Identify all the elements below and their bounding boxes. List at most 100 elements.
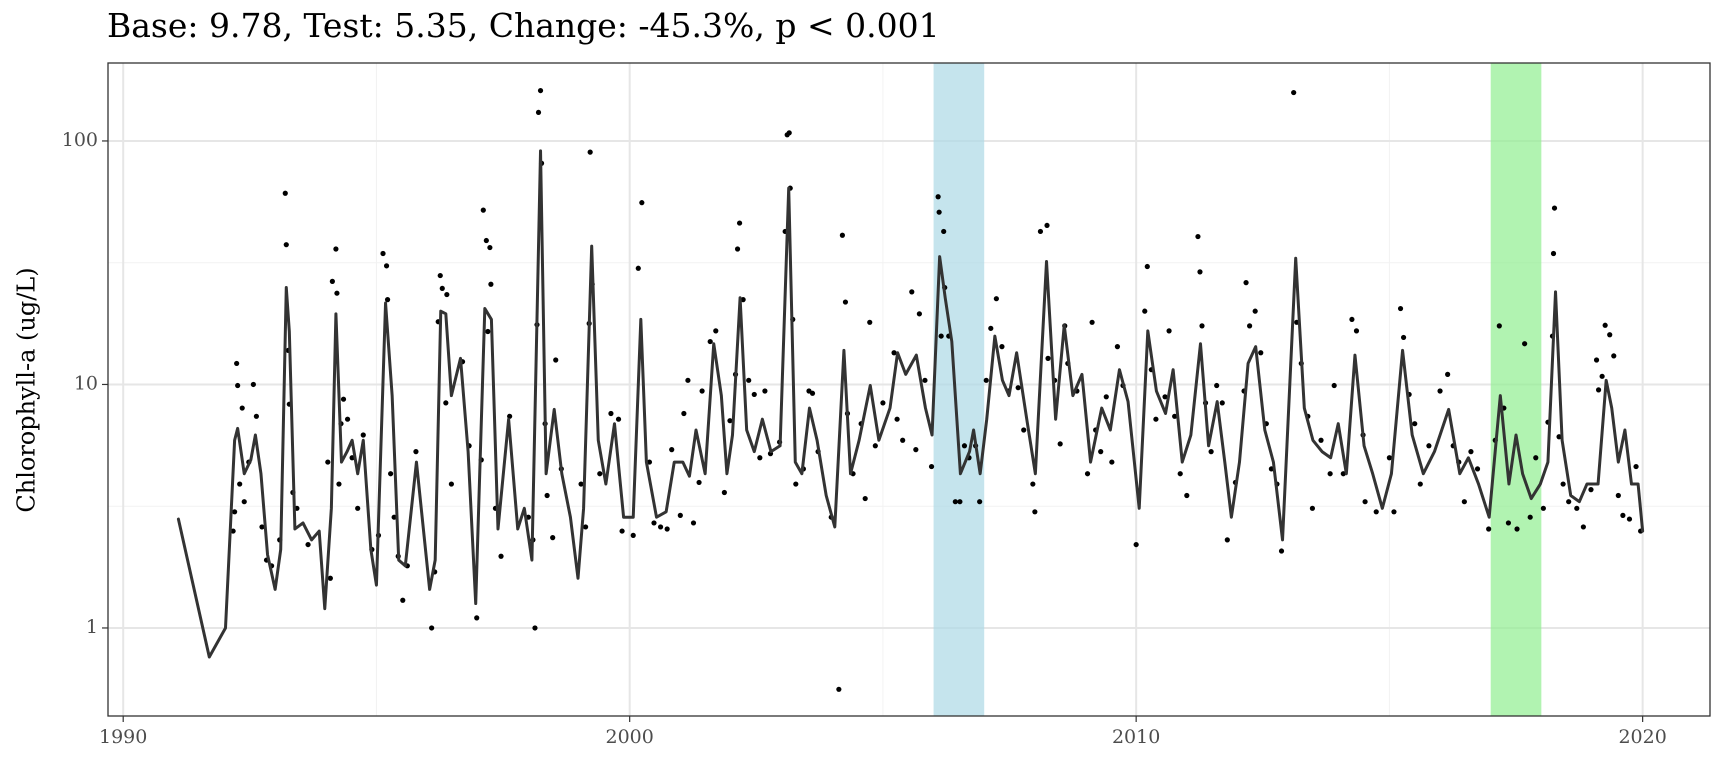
data-point [1626, 516, 1633, 522]
data-point [483, 237, 489, 244]
data-point [1550, 250, 1557, 257]
data-point [762, 388, 768, 394]
data-point [597, 471, 603, 477]
data-point [999, 344, 1005, 350]
data-point [388, 471, 394, 477]
data-point [1373, 509, 1379, 515]
data-point [839, 232, 845, 238]
data-point [1166, 328, 1172, 334]
data-point [1514, 526, 1520, 532]
data-point [1362, 499, 1368, 505]
data-point [1426, 443, 1432, 449]
data-point [237, 481, 243, 487]
data-point [1468, 449, 1474, 455]
data-point [1611, 353, 1617, 359]
data-point [1533, 455, 1539, 461]
data-point [880, 400, 886, 406]
data-point [305, 541, 311, 548]
data-point [1045, 355, 1051, 361]
data-point [786, 130, 792, 136]
data-point [891, 350, 897, 356]
data-point [327, 575, 333, 581]
data-point [669, 447, 675, 453]
data-point [1391, 509, 1397, 515]
data-point [329, 278, 335, 285]
data-point [1197, 269, 1203, 275]
data-point [721, 489, 727, 496]
data-point [872, 443, 878, 449]
panel-border [107, 62, 1711, 717]
data-point [867, 319, 873, 325]
data-point [1386, 455, 1392, 461]
data-point [983, 377, 989, 383]
data-point [336, 481, 342, 487]
data-point [1588, 487, 1594, 493]
data-point [619, 528, 625, 534]
data-point [740, 297, 746, 303]
data-point [232, 509, 238, 515]
data-point [1580, 524, 1586, 530]
data-point [727, 418, 733, 424]
data-point [1144, 263, 1150, 270]
data-point [988, 325, 994, 331]
data-point [746, 377, 752, 383]
data-point [1195, 233, 1201, 240]
data-point [615, 416, 622, 422]
data-point [936, 209, 942, 215]
data-point [657, 524, 664, 530]
data-point [1252, 308, 1258, 314]
highlight-span [1490, 63, 1542, 716]
data-point [325, 459, 331, 465]
data-point [938, 333, 944, 339]
data-point [1486, 526, 1492, 532]
data-point [1089, 319, 1095, 325]
data-point [400, 597, 406, 603]
data-point [583, 524, 589, 530]
data-point [1505, 520, 1512, 526]
data-point [1349, 316, 1355, 323]
data-point [532, 625, 538, 631]
data-point [1258, 350, 1264, 356]
data-point [757, 455, 763, 461]
data-point [1595, 387, 1602, 393]
data-point [1327, 471, 1333, 477]
data-point [1620, 512, 1626, 518]
data-point [578, 481, 584, 487]
data-point [1208, 449, 1214, 455]
data-point [952, 499, 958, 505]
data-point [1037, 228, 1044, 235]
data-point [344, 416, 351, 422]
data-point [1445, 371, 1451, 377]
data-point [1412, 421, 1418, 427]
data-point [894, 416, 900, 422]
data-point [1153, 416, 1159, 422]
data-point [1219, 400, 1225, 406]
data-point [957, 499, 963, 505]
data-point [1417, 481, 1423, 487]
data-point [922, 377, 928, 383]
data-point [1551, 205, 1558, 211]
data-point [1318, 437, 1324, 443]
data-point [340, 396, 347, 402]
data-point [1397, 305, 1404, 312]
data-point [235, 382, 241, 389]
data-point [535, 109, 542, 116]
data-point [713, 328, 719, 334]
data-point [977, 499, 983, 505]
data-point [1556, 434, 1562, 440]
data-point [1098, 449, 1104, 455]
data-point [993, 296, 999, 302]
data-point [1278, 548, 1285, 554]
data-point [1607, 332, 1613, 338]
data-point [1133, 541, 1139, 548]
data-point [1030, 481, 1036, 487]
data-point [909, 289, 915, 295]
data-point [1474, 466, 1481, 472]
data-point [1243, 280, 1249, 286]
y-axis-title: Chlorophyll-a (ug/L) [13, 267, 41, 512]
data-point [685, 377, 691, 383]
data-point [1172, 413, 1178, 419]
data-point [736, 220, 743, 226]
